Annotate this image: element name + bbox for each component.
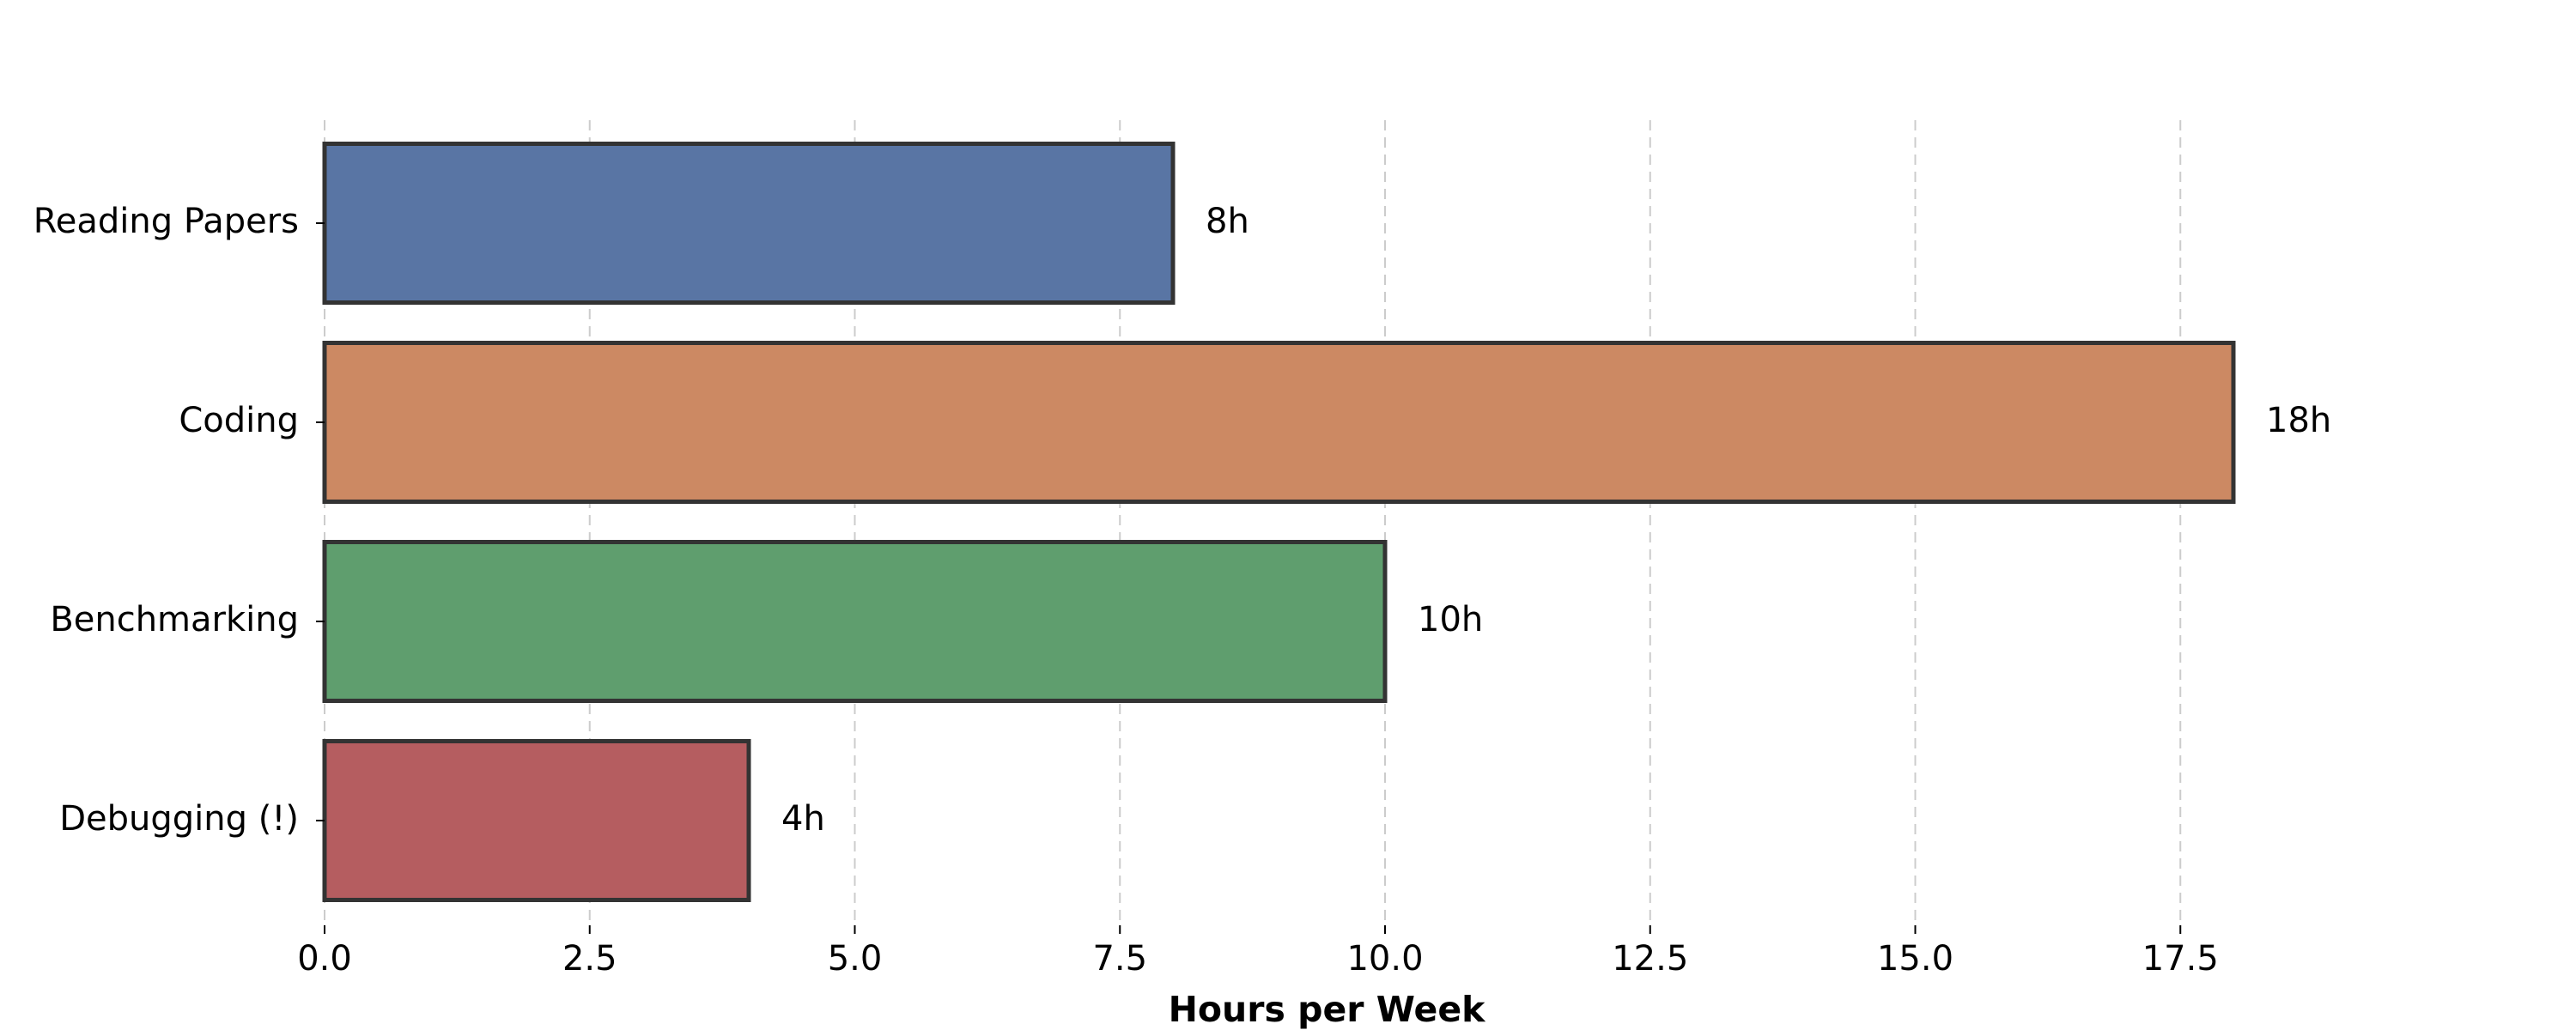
x-tick-label: 7.5 xyxy=(1092,939,1147,978)
x-tick-label: 12.5 xyxy=(1612,939,1688,978)
bars: 8h 18h 10h 4h xyxy=(322,142,2331,902)
value-label: 18h xyxy=(2266,401,2331,440)
bar xyxy=(322,341,2236,504)
x-axis-title: Hours per Week xyxy=(1169,989,1487,1030)
x-tick-label: 0.0 xyxy=(297,939,352,978)
category-label: Benchmarking xyxy=(50,600,299,639)
value-label: 4h xyxy=(781,799,825,839)
bar xyxy=(322,540,1388,703)
y-axis: Reading Papers Coding Benchmarking Debuggin… xyxy=(33,202,325,839)
bar xyxy=(322,739,751,902)
x-tick-label: 5.0 xyxy=(828,939,883,978)
category-label: Debugging (!) xyxy=(59,799,299,839)
category-label: Coding xyxy=(179,401,299,440)
bar xyxy=(322,142,1176,305)
x-tick-label: 15.0 xyxy=(1877,939,1953,978)
grid-lines xyxy=(324,120,2182,923)
x-tick-label: 17.5 xyxy=(2142,939,2219,978)
value-label: 8h xyxy=(1206,202,1249,241)
x-tick-label: 10.0 xyxy=(1346,939,1423,978)
value-label: 10h xyxy=(1418,600,1483,639)
x-tick-label: 2.5 xyxy=(562,939,617,978)
x-axis: 0.0 2.5 5.0 7.5 10.0 12.5 15.0 17.5 xyxy=(297,925,2219,978)
category-label: Reading Papers xyxy=(33,202,299,241)
